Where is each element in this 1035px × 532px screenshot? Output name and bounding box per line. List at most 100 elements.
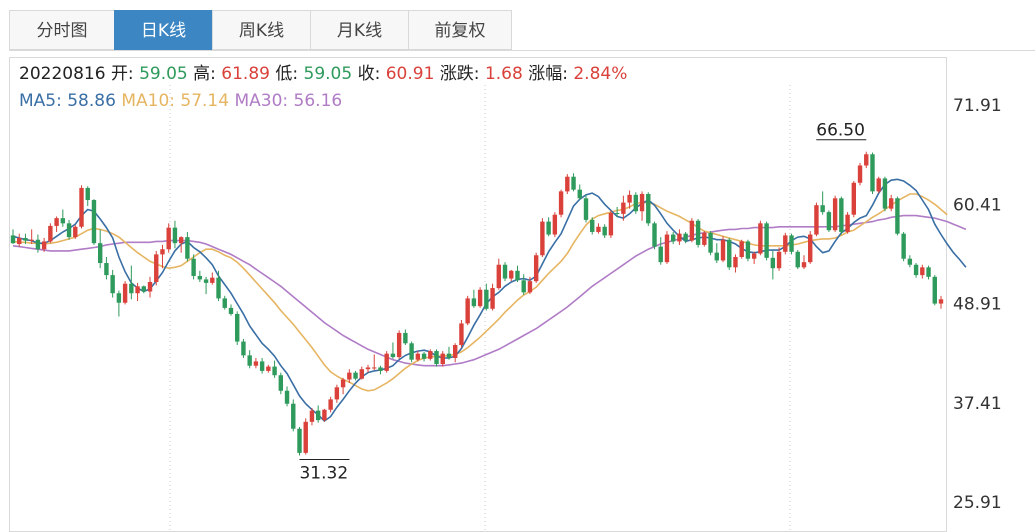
candle-body	[509, 270, 514, 279]
candle-body	[633, 194, 639, 212]
candle-body	[845, 214, 850, 232]
candle-body	[577, 189, 582, 199]
candle-body	[73, 226, 78, 238]
candle-body	[870, 154, 875, 192]
candle-body	[396, 332, 402, 358]
candle-body	[297, 428, 302, 453]
candle-body	[751, 253, 757, 259]
candle-body	[390, 353, 396, 358]
candle-body	[558, 191, 564, 215]
candle-body	[496, 264, 501, 289]
candle-body	[372, 367, 377, 369]
candle-body	[421, 353, 427, 359]
candle-body	[689, 220, 695, 241]
ma5-legend: MA5: 58.86	[19, 91, 116, 111]
y-tick-label: 37.41	[953, 394, 1002, 414]
info-change: 1.68	[484, 64, 523, 84]
candle-body	[658, 246, 663, 263]
candle-body	[309, 410, 315, 422]
candle-body	[247, 355, 252, 366]
candle-body	[708, 232, 713, 253]
candle-body	[253, 361, 259, 366]
candle-body	[35, 239, 41, 250]
candle-body	[739, 241, 744, 257]
chart-tabs: 分时图 日K线 周K线 月K线 前复权	[9, 10, 512, 50]
candle-body	[621, 202, 626, 214]
tab-forward-adjusted[interactable]: 前复权	[408, 10, 512, 50]
candle-body	[895, 198, 900, 234]
candle-body	[702, 232, 707, 245]
candle-body	[347, 372, 352, 380]
candle-body	[727, 239, 732, 268]
candle-body	[216, 277, 221, 299]
candle-body	[521, 280, 526, 293]
ma-legend: MA5: 58.86 MA10: 57.14 MA30: 56.16	[19, 91, 342, 111]
candle-body	[453, 345, 458, 358]
candle-body	[907, 258, 913, 265]
candle-body	[720, 239, 726, 261]
candle-body	[191, 258, 196, 276]
ma30-legend: MA30: 56.16	[234, 91, 343, 111]
candle-body	[315, 410, 321, 421]
candle-body	[122, 283, 128, 303]
y-tick-label: 71.91	[953, 96, 1002, 116]
candle-body	[546, 221, 551, 235]
candle-body	[683, 233, 688, 241]
candle-body	[235, 313, 240, 342]
candle-body	[266, 366, 271, 371]
candle-body	[41, 241, 47, 250]
candle-body	[670, 234, 676, 242]
candle-body	[222, 298, 227, 308]
ohlc-info-bar: 20220816 开: 59.05 高: 61.89 低: 59.05 收: 6…	[19, 59, 627, 84]
info-pct: 2.84%	[573, 64, 628, 84]
tab-intraday[interactable]: 分时图	[9, 10, 114, 50]
candle-body	[29, 239, 34, 241]
ma5-line	[12, 178, 967, 423]
candle-body	[154, 254, 159, 283]
max-price-label: 66.50	[816, 121, 865, 141]
candle-body	[596, 226, 601, 232]
candle-body	[129, 283, 134, 294]
candle-body	[758, 223, 763, 254]
tab-daily-k[interactable]: 日K线	[114, 10, 212, 50]
candle-body	[434, 351, 439, 364]
min-price-label: 31.32	[299, 463, 348, 483]
info-date: 20220816	[19, 64, 106, 84]
candle-body	[795, 251, 800, 268]
candle-body	[602, 226, 607, 236]
candle-body	[384, 353, 389, 371]
candle-body	[85, 187, 90, 201]
candle-body	[770, 257, 776, 269]
candle-body	[428, 351, 433, 359]
info-high-label: 高:	[193, 64, 216, 84]
candle-body	[359, 369, 364, 379]
candle-body	[926, 267, 931, 277]
info-low-label: 低:	[275, 64, 299, 84]
candle-body	[440, 353, 445, 364]
candle-body	[745, 241, 751, 259]
candle-body	[353, 372, 358, 379]
candle-body	[901, 233, 906, 259]
candle-body	[446, 353, 452, 358]
candle-body	[614, 212, 620, 214]
candle-body	[471, 298, 477, 307]
candle-body	[583, 198, 589, 220]
tab-monthly-k[interactable]: 月K线	[310, 10, 408, 50]
tab-weekly-k[interactable]: 周K线	[212, 10, 310, 50]
candle-body	[415, 353, 421, 360]
candle-body	[477, 289, 483, 307]
candle-body	[938, 299, 944, 304]
candle-body	[913, 264, 919, 276]
candle-body	[241, 341, 246, 356]
candle-body	[565, 176, 570, 192]
candle-body	[259, 361, 265, 371]
tab-underline	[9, 50, 1035, 51]
candle-body	[864, 154, 869, 166]
candle-body	[652, 223, 657, 247]
y-tick-label: 60.41	[953, 195, 1002, 215]
candle-body	[365, 367, 371, 370]
candle-body	[185, 237, 190, 259]
candle-body	[832, 198, 838, 231]
candle-body	[48, 225, 53, 242]
candle-body	[808, 234, 813, 263]
